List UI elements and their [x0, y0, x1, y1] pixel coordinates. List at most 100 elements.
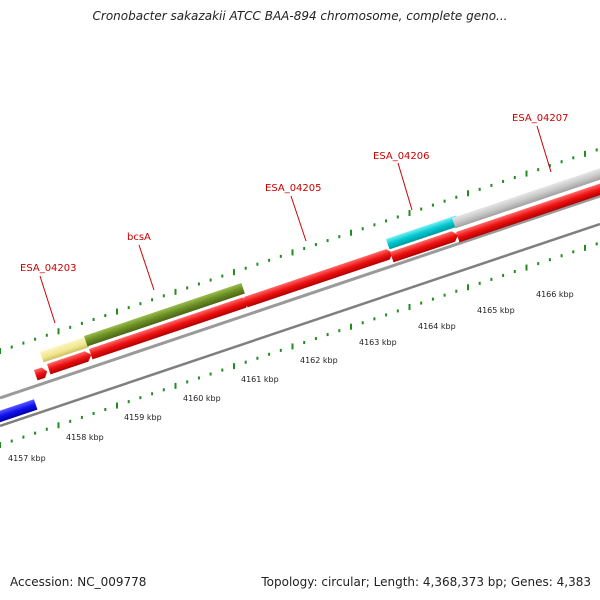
- gene-ESA_04206-feature[interactable]: [386, 215, 460, 250]
- major-tick: [233, 269, 235, 276]
- minor-tick: [502, 179, 505, 183]
- major-tick: [233, 363, 235, 370]
- minor-tick: [209, 372, 212, 376]
- major-tick: [0, 348, 1, 354]
- major-tick: [57, 328, 60, 335]
- minor-tick: [431, 203, 434, 207]
- map-title: Cronobacter sakazakii ATCC BAA-894 chrom…: [92, 9, 508, 23]
- gene-ESA_04207-feature[interactable]: [452, 166, 600, 229]
- minor-tick: [303, 340, 306, 344]
- minor-tick: [513, 270, 516, 274]
- minor-tick: [151, 298, 154, 302]
- minor-tick: [373, 317, 376, 321]
- minor-tick: [455, 195, 458, 199]
- minor-tick: [314, 337, 317, 341]
- genome-summary-text: Topology: circular; Length: 4,368,373 bp…: [261, 575, 591, 589]
- scale-label: 4166 kbp: [536, 290, 574, 299]
- scale-label: 4157 kbp: [8, 454, 46, 463]
- minor-tick: [572, 250, 575, 254]
- minor-tick: [431, 297, 434, 301]
- backbone-upper: [0, 194, 600, 400]
- minor-tick: [80, 415, 83, 419]
- tick-row-lower: [0, 242, 598, 448]
- minor-tick: [361, 321, 364, 325]
- minor-tick: [244, 360, 247, 364]
- major-tick: [584, 244, 586, 251]
- backbone-lower: [0, 222, 600, 428]
- major-tick: [467, 284, 469, 291]
- minor-tick: [326, 239, 329, 243]
- major-tick: [408, 209, 411, 216]
- scale-label: 4161 kbp: [241, 375, 279, 384]
- gene-label-bcsA[interactable]: bcsA: [127, 232, 151, 243]
- minor-tick: [595, 242, 598, 246]
- minor-tick: [197, 376, 200, 380]
- minor-tick: [69, 325, 72, 329]
- cds-arrow[interactable]: [47, 350, 93, 375]
- major-tick: [350, 323, 352, 330]
- minor-tick: [373, 223, 376, 227]
- minor-tick: [572, 156, 575, 160]
- cds-arrow[interactable]: [390, 230, 460, 263]
- gene-label-ESA_04206[interactable]: ESA_04206: [373, 151, 430, 162]
- cds-arrow[interactable]: [34, 366, 49, 381]
- minor-tick: [256, 262, 259, 266]
- minor-tick: [268, 258, 271, 262]
- gene-label-ESA_04203[interactable]: ESA_04203: [20, 263, 77, 274]
- gene-label-ESA_04205[interactable]: ESA_04205: [265, 183, 322, 194]
- minor-tick: [162, 294, 165, 298]
- gene-ESA_04203-feature[interactable]: [40, 336, 90, 363]
- minor-tick: [22, 435, 25, 439]
- cds-arrow[interactable]: [89, 296, 251, 360]
- minor-tick: [420, 207, 423, 211]
- minor-tick: [338, 329, 341, 333]
- minor-tick: [221, 368, 224, 372]
- major-tick: [291, 343, 294, 350]
- minor-tick: [197, 282, 200, 286]
- cds-arrow[interactable]: [244, 248, 394, 308]
- minor-tick: [361, 227, 364, 231]
- label-pointer: [39, 275, 56, 324]
- minor-tick: [139, 396, 142, 400]
- major-tick: [291, 249, 294, 256]
- scale-label: 4158 kbp: [66, 433, 104, 442]
- scale-label: 4165 kbp: [477, 306, 515, 315]
- major-tick: [116, 308, 118, 315]
- minor-tick: [385, 219, 388, 223]
- major-tick: [408, 303, 411, 310]
- minor-tick: [560, 160, 563, 164]
- minor-tick: [560, 254, 563, 258]
- minor-tick: [244, 266, 247, 270]
- minor-tick: [127, 306, 130, 310]
- cds-arrow[interactable]: [456, 179, 600, 243]
- minor-tick: [420, 301, 423, 305]
- minor-tick: [34, 431, 37, 435]
- minor-tick: [443, 199, 446, 203]
- minor-tick: [104, 408, 107, 412]
- minor-tick: [478, 187, 481, 191]
- gene-label-ESA_04207[interactable]: ESA_04207: [512, 113, 569, 124]
- minor-tick: [490, 183, 493, 187]
- minor-tick: [396, 309, 399, 313]
- major-tick: [525, 264, 528, 271]
- label-pointer: [397, 162, 413, 211]
- minor-tick: [385, 313, 388, 317]
- minor-tick: [10, 439, 13, 443]
- scale-label: 4159 kbp: [124, 413, 162, 422]
- major-tick: [350, 229, 352, 236]
- minor-tick: [139, 302, 142, 306]
- minor-tick: [162, 388, 165, 392]
- major-tick: [174, 382, 177, 389]
- opposite-strand-feature[interactable]: [0, 399, 38, 423]
- minor-tick: [221, 274, 224, 278]
- minor-tick: [104, 314, 107, 318]
- minor-tick: [22, 341, 25, 345]
- minor-tick: [45, 427, 48, 431]
- minor-tick: [396, 215, 399, 219]
- minor-tick: [490, 277, 493, 281]
- scale-label: 4163 kbp: [359, 338, 397, 347]
- gene-bcsA-feature[interactable]: [84, 283, 245, 347]
- major-tick: [174, 288, 177, 295]
- minor-tick: [45, 333, 48, 337]
- minor-tick: [34, 337, 37, 341]
